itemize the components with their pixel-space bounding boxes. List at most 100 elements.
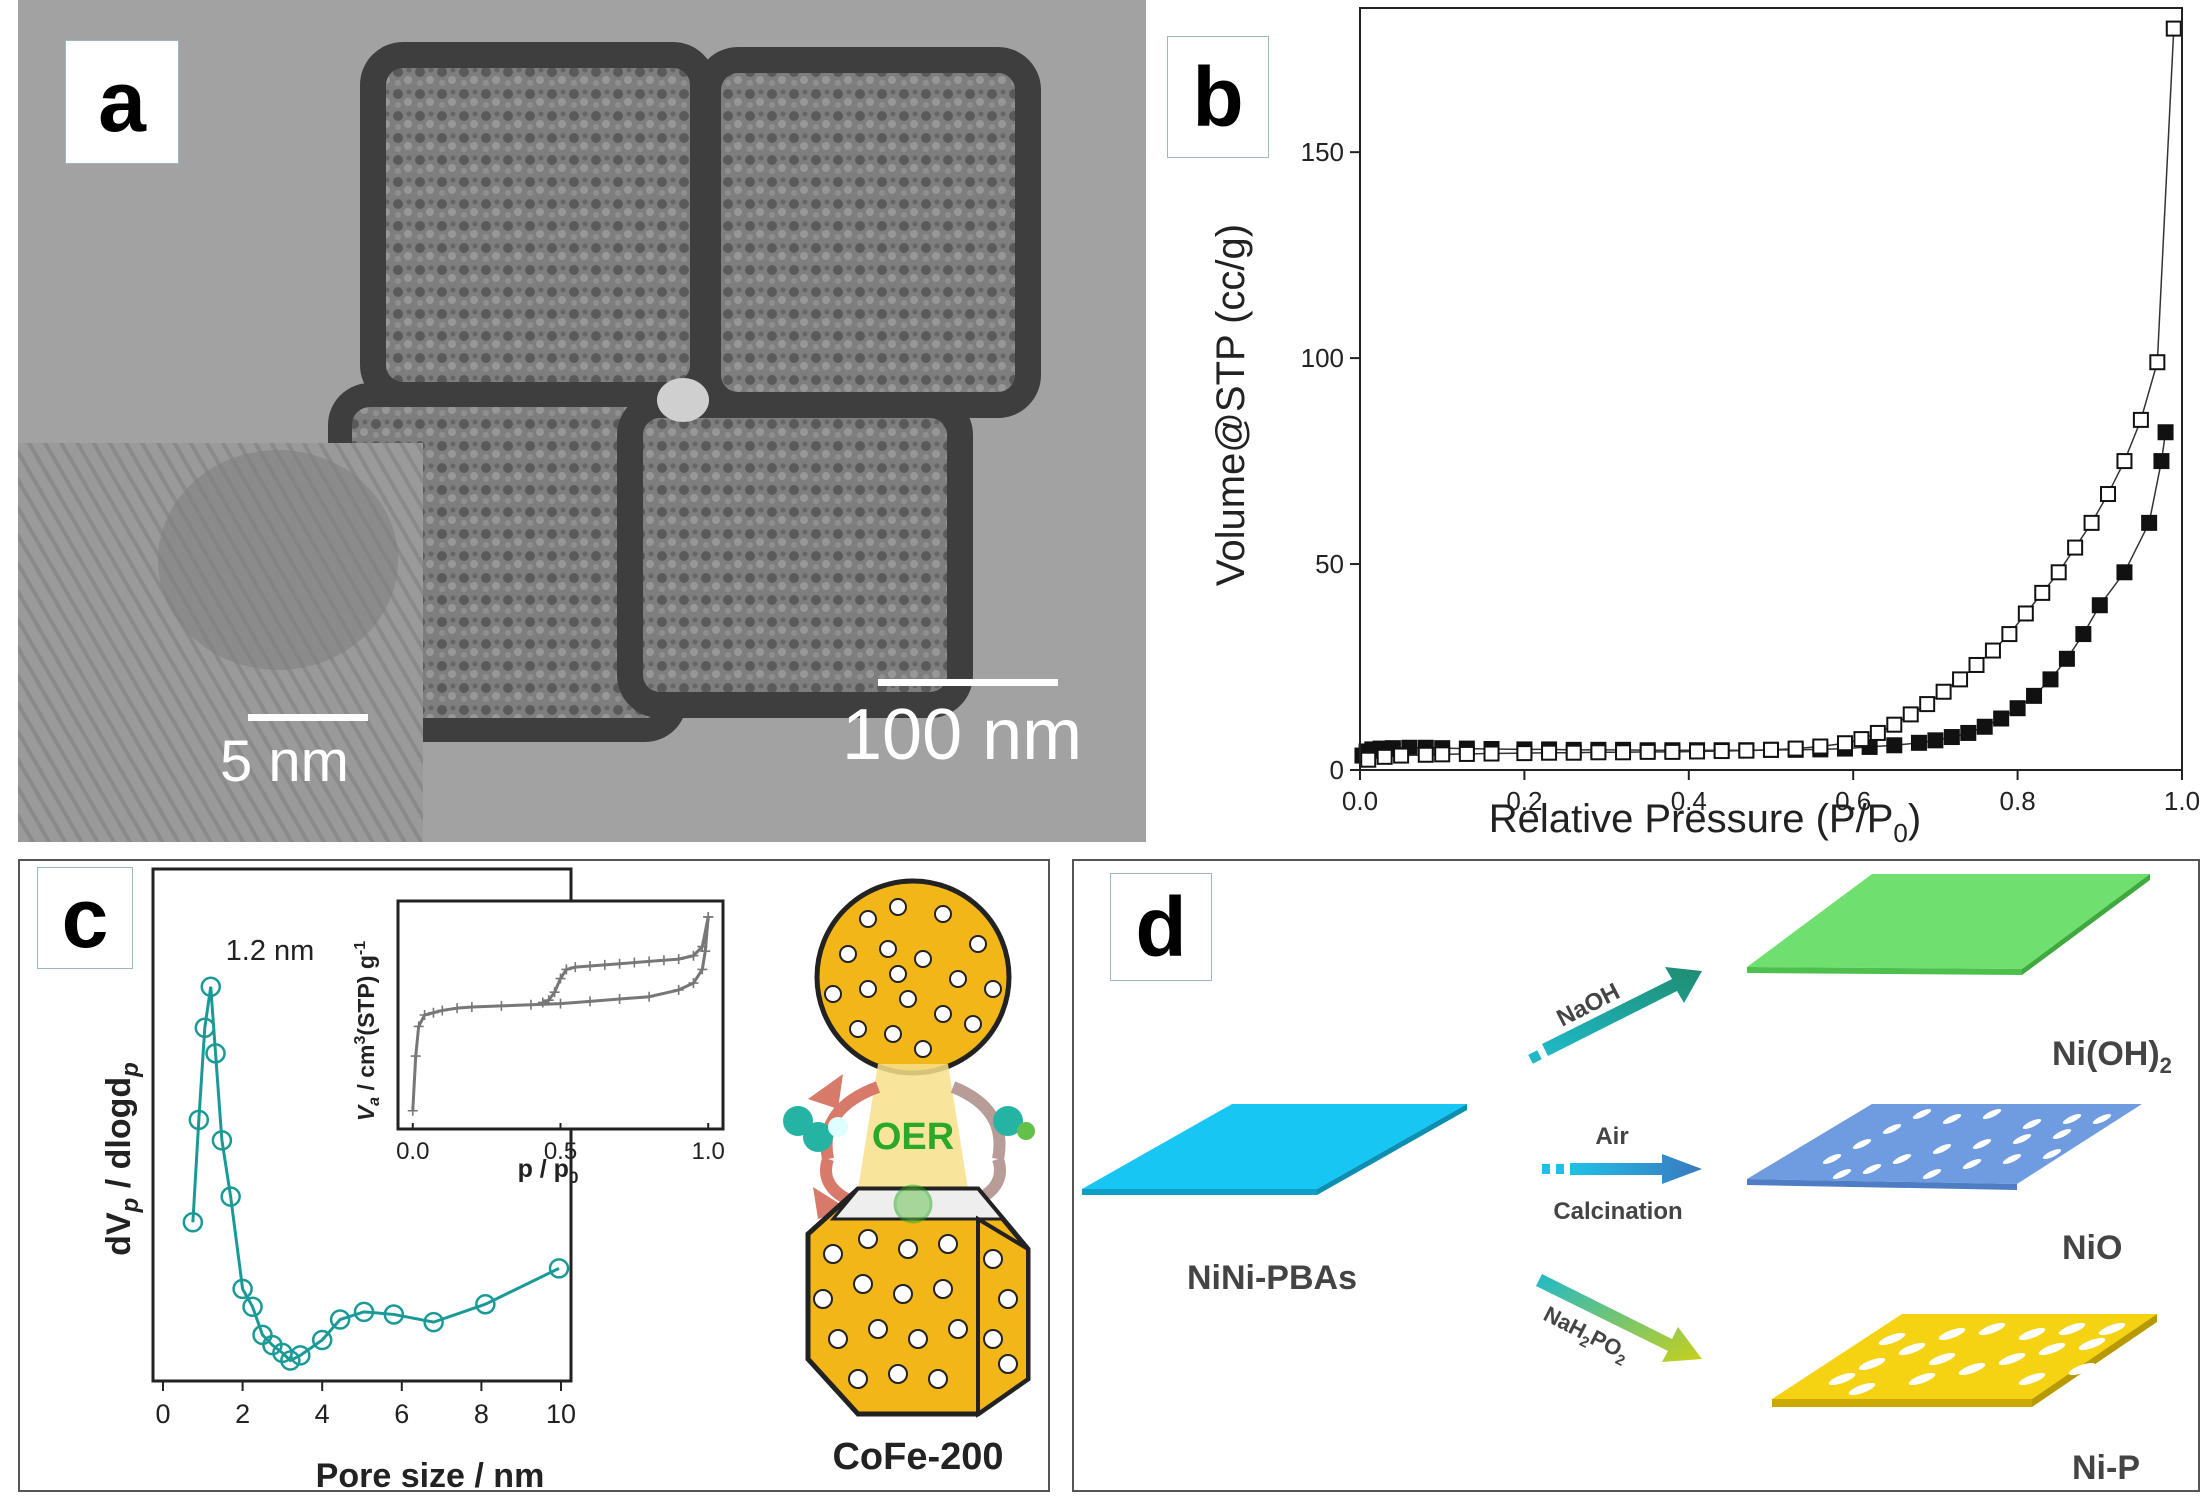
c-inset-point <box>549 987 560 998</box>
c-inset-point <box>658 955 669 966</box>
pore <box>858 1229 878 1249</box>
c-inset-point <box>688 978 699 989</box>
hole <box>2062 1113 2082 1125</box>
pore <box>948 1319 968 1339</box>
b-point <box>1360 751 1377 768</box>
b-point <box>1787 740 1804 757</box>
b-point <box>2001 626 2018 643</box>
b-point <box>1853 731 1870 748</box>
pore <box>898 1239 918 1259</box>
c-inset-xtick-label: 1.0 <box>692 1138 725 1165</box>
panel-d <box>1072 859 2200 1492</box>
b-point <box>2157 424 2174 441</box>
c-point <box>548 1258 570 1279</box>
b-point <box>1639 743 1656 760</box>
pore <box>938 1234 958 1254</box>
hole <box>1862 1163 1882 1175</box>
hole <box>1962 1158 1982 1170</box>
particle-sphere <box>814 878 1012 1076</box>
hole <box>1898 1342 1926 1356</box>
cofe-schematic: OER CoFe-200 <box>783 878 1035 1478</box>
c-inset-ylabel: Va / cm3(STP) g-1 <box>352 941 383 1121</box>
c-point <box>211 1130 233 1151</box>
pore <box>853 1274 873 1294</box>
pore <box>879 940 897 958</box>
hole <box>1908 1372 1936 1386</box>
c-point <box>182 1212 204 1233</box>
panel-c <box>18 859 1050 1492</box>
nioh2-sheet <box>1747 874 2150 969</box>
c-inset-point <box>466 1002 477 1013</box>
c-inset-point <box>614 958 625 969</box>
c-point <box>290 1345 311 1366</box>
hole <box>1882 1123 1902 1135</box>
b-point <box>1976 718 1993 735</box>
c-xtick-label: 10 <box>546 1399 576 1429</box>
b-point <box>2165 20 2182 37</box>
c-inset-point <box>555 998 566 1009</box>
hole <box>1942 1113 1962 1125</box>
c-inset-point <box>703 911 714 922</box>
pore <box>983 1329 1003 1349</box>
pore <box>928 1369 948 1389</box>
hole <box>2068 1362 2096 1376</box>
b-point <box>2153 453 2170 470</box>
pore <box>849 1020 867 1038</box>
b-point <box>1376 748 1393 765</box>
hole <box>1932 1143 1952 1155</box>
c-xlabel: Pore size / nm <box>316 1457 545 1495</box>
b-point <box>1763 741 1779 758</box>
c-inset-point <box>570 962 581 973</box>
b-point <box>1902 706 1919 723</box>
b-point <box>1689 743 1706 760</box>
c-inset-point <box>644 991 655 1002</box>
pore <box>949 970 967 988</box>
hole <box>1938 1327 1966 1341</box>
scale-bar-main <box>878 679 1058 686</box>
b-point <box>1943 729 1960 746</box>
c-inset-point <box>413 1021 424 1032</box>
b-xtick-label: 0.0 <box>1342 786 1378 816</box>
c-inset-point <box>525 999 536 1010</box>
c-inset-point <box>407 1105 418 1116</box>
hole <box>2022 1118 2042 1130</box>
b-point <box>1483 745 1500 762</box>
pore <box>933 1279 953 1299</box>
c-point <box>383 1304 405 1325</box>
c-inset-line <box>542 916 710 1004</box>
c-point <box>205 1043 226 1064</box>
c-inset-point <box>452 1003 463 1014</box>
arrow-air: Air Calcination <box>1542 1123 1702 1225</box>
hole <box>2012 1133 2032 1145</box>
b-ylabel: Volume@STP (cc/g) <box>1209 224 1253 586</box>
b-point <box>1458 745 1475 762</box>
b-point <box>1935 683 1952 700</box>
c-point <box>329 1309 351 1330</box>
pore <box>868 1319 888 1339</box>
panel-d-diagram: NiNi-PBAs NaOH Air Calcination NaH2PO2 N… <box>1082 874 2172 1487</box>
b-plot-frame <box>1359 7 2183 771</box>
pore <box>823 1244 843 1264</box>
hole <box>1982 1108 2002 1120</box>
svg-text:Calcination: Calcination <box>1553 1198 1682 1225</box>
b-ytick-label: 100 <box>1301 343 1344 373</box>
pore <box>859 910 877 928</box>
hole <box>2002 1153 2022 1165</box>
c-point <box>475 1293 496 1315</box>
b-point <box>2050 564 2067 581</box>
product-nioh2: Ni(OH)2 <box>2052 1035 2172 1078</box>
hole <box>1878 1332 1906 1346</box>
c-inset-xtick-label: 0.0 <box>396 1138 429 1165</box>
hole <box>2038 1342 2066 1356</box>
b-ytick-label: 0 <box>1330 755 1344 785</box>
b-series-line <box>1368 28 2175 761</box>
b-point <box>1886 716 1903 733</box>
c-point <box>194 1017 216 1038</box>
tem-image <box>18 42 1058 842</box>
c-xtick-label: 2 <box>235 1399 250 1429</box>
b-point <box>2149 354 2166 371</box>
b-point <box>1919 696 1936 713</box>
b-point <box>1516 745 1533 762</box>
c-inset-point <box>428 1007 439 1018</box>
c-point <box>220 1186 241 1207</box>
